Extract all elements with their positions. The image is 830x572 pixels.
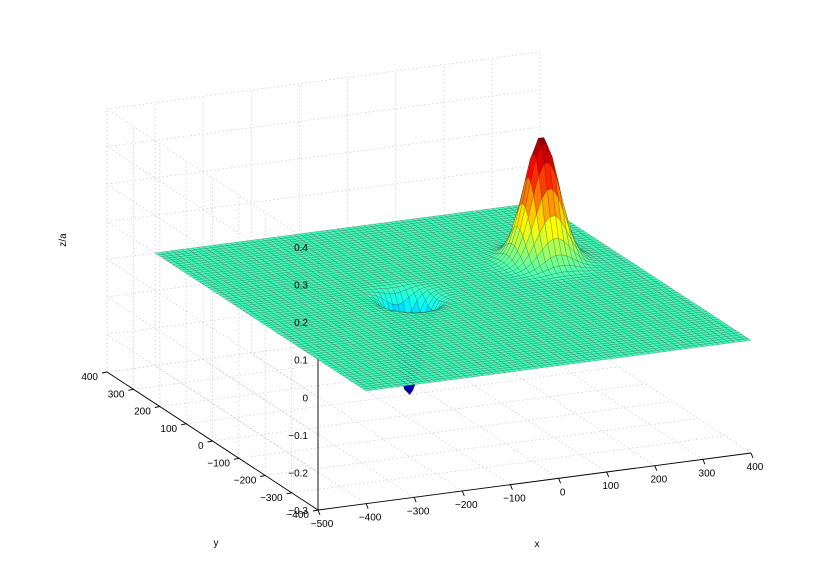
grid-line-back-z: [106, 89, 541, 147]
x-tick-mark: [317, 509, 321, 516]
grid-line-left-z: [106, 108, 319, 248]
grid-line-back-z: [106, 314, 541, 373]
grid-line-floor-y: [238, 400, 672, 459]
grid-line-floor-y: [186, 366, 620, 425]
grid-line-floor-y: [212, 383, 646, 442]
grid-line-back-z: [106, 126, 541, 185]
grid-line-back-z: [106, 164, 541, 223]
y-tick-mark: [128, 388, 134, 391]
y-tick-mark: [286, 492, 292, 495]
y-tick-mark: [181, 423, 187, 426]
grid-line-floor-y: [265, 418, 699, 476]
x-tick-mark: [365, 503, 369, 509]
grid-line-back-z: [106, 51, 541, 110]
x-tick-mark: [509, 484, 513, 490]
x-tick-mark: [654, 465, 658, 471]
grid-line-floor-y: [133, 331, 567, 390]
x-tick-mark: [606, 471, 610, 478]
y-tick-mark: [312, 509, 319, 512]
y-tick-mark: [260, 475, 266, 477]
grid-line-floor-y: [159, 349, 593, 407]
grid-line-back-z: [106, 239, 541, 298]
grid-line-left-z: [106, 334, 319, 473]
grid-line-floor-y: [291, 435, 725, 494]
grid-line-back-z: [106, 277, 541, 335]
x-tick-mark: [461, 490, 465, 497]
x-tick-mark: [413, 497, 417, 503]
x-tick-mark: [702, 459, 706, 465]
x-tick-mark: [558, 478, 562, 484]
y-tick-mark: [101, 371, 108, 374]
surface-mesh: [154, 137, 752, 396]
y-tick-mark: [207, 440, 213, 443]
y-tick-mark: [154, 406, 160, 408]
x-tick-mark: [750, 452, 754, 459]
y-tick-mark: [233, 457, 239, 460]
x-axis-line: [317, 452, 752, 511]
